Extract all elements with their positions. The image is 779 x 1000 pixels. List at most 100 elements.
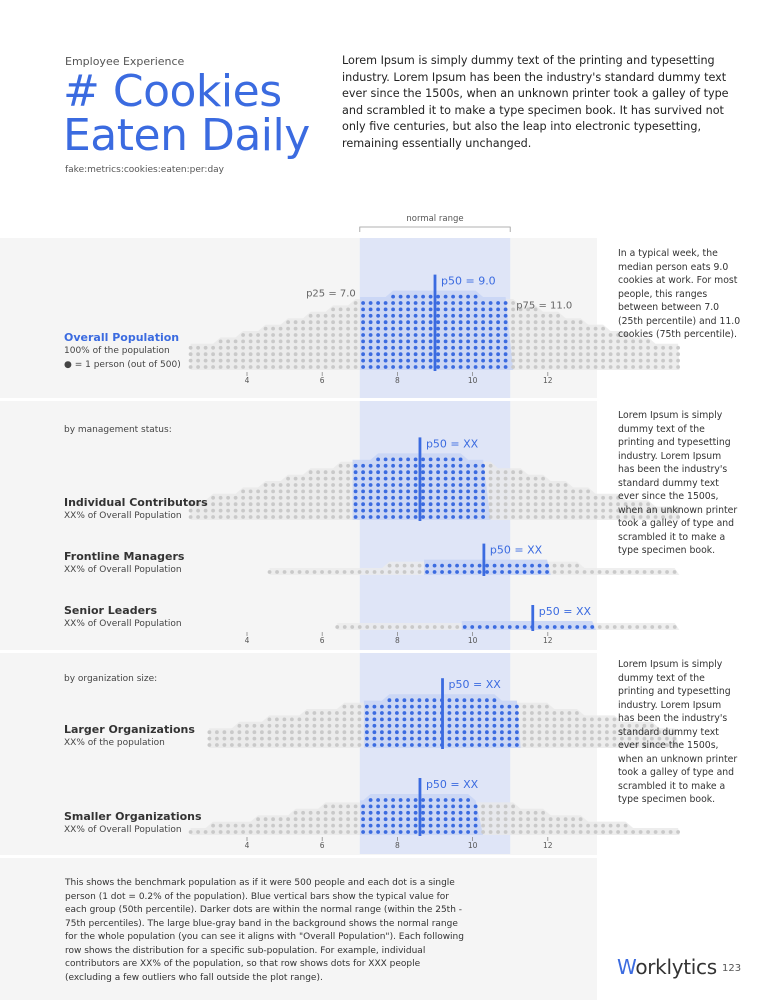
overall-dot	[421, 345, 425, 350]
overall-dot	[278, 365, 283, 369]
overall-dot	[406, 365, 410, 369]
smaller-organizations-dot	[391, 830, 395, 834]
overall-dot	[196, 358, 201, 363]
overall-dot	[556, 320, 560, 325]
overall-dot	[278, 352, 283, 357]
individual-contributors-dot	[556, 515, 560, 519]
individual-contributors-dot	[661, 508, 665, 513]
overall-dot	[368, 307, 373, 312]
larger-organizations-dot	[515, 743, 519, 747]
smaller-organizations-dot	[661, 830, 665, 834]
larger-organizations-dot	[507, 717, 512, 722]
individual-contributors-dot	[286, 483, 290, 487]
larger-organizations-dot	[357, 711, 362, 715]
individual-contributors-dot	[203, 502, 208, 507]
larger-organizations-dot	[305, 711, 309, 715]
larger-organizations-dot	[447, 717, 452, 722]
overall-dot	[278, 333, 283, 337]
larger-organizations-dot	[387, 717, 392, 722]
senior-leaders-dot	[365, 625, 370, 629]
overall-dot	[421, 358, 425, 363]
overall-note: In a typical week, the median person eat…	[618, 248, 741, 340]
individual-contributors-dot	[518, 502, 523, 507]
larger-organizations-dot	[327, 723, 332, 728]
larger-organizations-dot	[507, 704, 512, 709]
overall-dot	[511, 352, 515, 357]
frontline-managers-dot	[582, 570, 587, 574]
individual-contributors-dot	[263, 489, 268, 494]
larger-organizations-dot	[642, 723, 647, 728]
smaller-organizations-dot	[481, 830, 485, 834]
larger-organizations-dot	[237, 730, 242, 735]
frontline-managers-dot	[612, 570, 617, 574]
individual-contributors-dot	[571, 495, 575, 500]
overall-dot	[308, 320, 313, 325]
overall-dot	[286, 345, 290, 350]
individual-contributors-dot	[481, 476, 485, 481]
individual-contributors-dot	[563, 508, 568, 513]
overall-dot	[436, 339, 440, 344]
x-tick-label: 8	[395, 376, 400, 385]
frontline-managers-dot	[440, 570, 444, 574]
overall-dot	[293, 333, 298, 337]
frontline-managers-dot	[455, 563, 459, 568]
overall-dot	[421, 333, 425, 337]
individual-contributors-dot	[188, 508, 193, 513]
smaller-organizations-dot	[458, 810, 463, 815]
larger-organizations-dot	[402, 704, 407, 709]
x-tick-label: 4	[245, 841, 250, 850]
overall-dot	[578, 358, 583, 363]
smaller-organizations-dot	[271, 823, 275, 828]
overall-dot	[188, 345, 193, 350]
x-tick-label: 10	[468, 841, 478, 850]
overall-dot	[496, 320, 500, 325]
overall-dot	[376, 307, 380, 312]
senior-leaders-dot	[515, 625, 520, 629]
smaller-organizations-dot	[316, 817, 320, 822]
individual-contributors-dot	[361, 483, 365, 487]
overall-dot	[428, 358, 433, 363]
individual-contributors-dot	[443, 508, 448, 513]
larger-organizations-dot	[455, 736, 459, 741]
smaller-organizations-dot	[383, 817, 388, 822]
senior-leaders-dot	[500, 625, 505, 629]
individual-contributors-dot	[458, 489, 463, 494]
smaller-organizations-dot	[646, 830, 650, 834]
smaller-organizations-dot	[331, 810, 335, 815]
smaller-organizations-dot	[473, 810, 478, 815]
individual-contributors-dot	[563, 483, 568, 487]
overall-dot	[308, 333, 313, 337]
larger-organizations-dot	[425, 698, 429, 703]
overall-dot	[511, 326, 515, 331]
overall-dot	[436, 365, 440, 369]
smaller-organizations-dot	[383, 830, 388, 834]
individual-contributors-dot	[511, 470, 515, 475]
smaller-organizations-dot	[481, 823, 485, 828]
frontline-managers-dot	[575, 563, 579, 568]
larger-organizations-dot	[545, 723, 549, 728]
larger-organizations-dot	[245, 743, 249, 747]
individual-contributors-dot	[601, 508, 605, 513]
overall-dot	[278, 345, 283, 350]
senior-leaders-dot	[455, 625, 460, 629]
smaller-organizations-dot	[323, 817, 328, 822]
smaller-organizations-dot	[556, 830, 560, 834]
overall-dot	[368, 339, 373, 344]
individual-contributors-dot	[608, 515, 613, 519]
overall-dot	[376, 345, 380, 350]
larger-organizations-dot	[267, 736, 272, 741]
overall-dot	[443, 333, 448, 337]
individual-contributors-dot	[286, 489, 290, 494]
individual-contributors-dot	[293, 515, 298, 519]
overall-dot	[481, 339, 485, 344]
individual-contributors-dot	[271, 508, 275, 513]
larger-organizations-dot	[320, 723, 324, 728]
smaller-organizations-dot	[286, 817, 290, 822]
overall-dot	[578, 326, 583, 331]
overall-dot	[406, 301, 410, 305]
overall-dot	[361, 358, 365, 363]
larger-organizations-dot	[575, 711, 579, 715]
overall-dot	[458, 365, 463, 369]
overall-dot	[398, 333, 403, 337]
larger-organizations-dot	[432, 723, 437, 728]
